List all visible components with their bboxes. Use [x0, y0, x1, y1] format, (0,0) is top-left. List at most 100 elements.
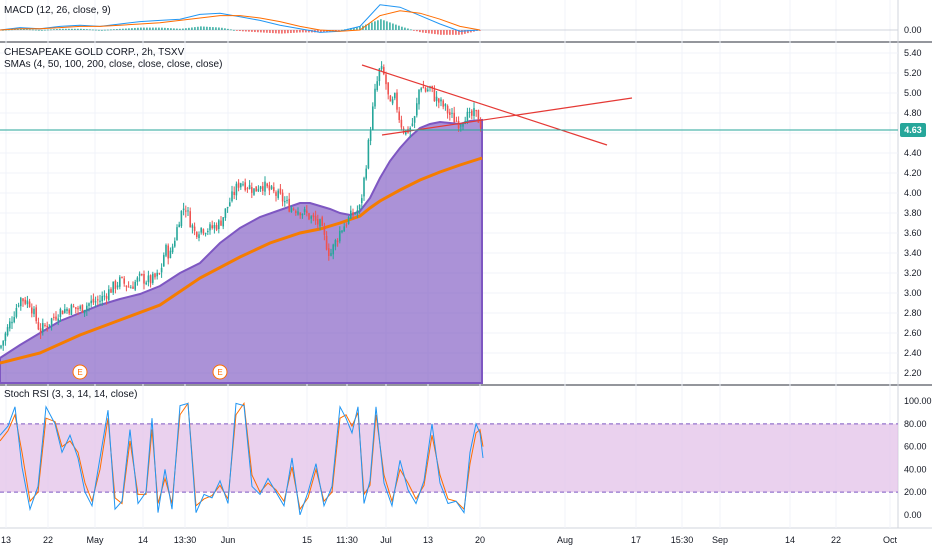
- macd-histogram-bar: [341, 29, 343, 31]
- price-tick-label: 3.60: [904, 228, 922, 238]
- macd-histogram-bar: [275, 30, 277, 34]
- candle-body: [246, 188, 249, 190]
- candle-body: [301, 213, 304, 216]
- macd-histogram-bar: [173, 28, 175, 30]
- macd-histogram-bar: [137, 27, 139, 30]
- candle-body: [152, 273, 154, 283]
- candle-body: [198, 234, 200, 239]
- stoch-rsi-label: Stoch RSI (3, 3, 14, 14, close): [4, 389, 137, 400]
- candle-body: [171, 246, 174, 253]
- macd-histogram-bar: [104, 29, 106, 31]
- candle-body: [94, 301, 97, 303]
- candle-body: [372, 106, 374, 130]
- macd-histogram-bar: [71, 28, 73, 30]
- macd-histogram-bar: [68, 28, 70, 30]
- macd-histogram-bar: [272, 30, 274, 34]
- candle-body: [446, 105, 449, 114]
- candle-body: [202, 229, 205, 234]
- time-tick-label: 20: [475, 535, 485, 545]
- candle-body: [105, 296, 108, 299]
- candle-body: [75, 307, 77, 309]
- candle-body: [68, 309, 70, 314]
- macd-histogram-bar: [443, 30, 445, 35]
- macd-signal-line: [0, 10, 481, 32]
- macd-histogram-bar: [380, 19, 382, 30]
- candle-body: [253, 188, 255, 195]
- candle-body: [444, 103, 447, 107]
- macd-histogram-bar: [374, 21, 376, 30]
- candle-body: [468, 112, 471, 114]
- macd-histogram-bar: [146, 27, 148, 30]
- price-tick-label: 4.20: [904, 168, 922, 178]
- macd-histogram-bar: [416, 30, 418, 32]
- candle-body: [365, 168, 367, 179]
- candle-body: [420, 88, 422, 91]
- candle-body: [266, 183, 268, 187]
- macd-histogram-bar: [149, 27, 151, 30]
- candle-body: [424, 88, 427, 92]
- macd-histogram-bar: [128, 28, 130, 30]
- rsi-tick-label: 60.00: [904, 442, 927, 452]
- candle-body: [314, 216, 317, 221]
- candle-body: [308, 213, 310, 220]
- candle-body: [88, 303, 90, 306]
- macd-histogram-bar: [233, 29, 235, 31]
- macd-histogram-bar: [446, 30, 448, 35]
- macd-histogram-bar: [254, 30, 256, 33]
- candle-body: [158, 273, 161, 275]
- macd-histogram-bar: [296, 30, 298, 33]
- candle-body: [134, 281, 136, 290]
- macd-histogram-bar: [467, 30, 469, 34]
- earnings-marker-icon: [212, 364, 228, 380]
- candle-body: [28, 301, 31, 308]
- candle-body: [268, 185, 271, 191]
- macd-histogram-bar: [53, 29, 55, 31]
- macd-histogram-bar: [83, 28, 85, 30]
- candle-body: [343, 226, 345, 232]
- candle-body: [17, 305, 20, 307]
- candle-body: [156, 272, 158, 277]
- candle-body: [242, 184, 244, 186]
- candle-body: [262, 186, 264, 191]
- macd-histogram-bar: [419, 30, 421, 33]
- candle-body: [180, 210, 183, 227]
- macd-histogram-bar: [353, 27, 355, 30]
- macd-histogram-bar: [464, 30, 466, 34]
- rsi-band: [0, 423, 898, 493]
- macd-histogram-bar: [404, 27, 406, 30]
- candle-body: [215, 224, 218, 230]
- candle-body: [402, 128, 405, 133]
- candle-body: [165, 244, 167, 256]
- macd-histogram-bar: [335, 30, 337, 31]
- macd-histogram-bar: [389, 22, 391, 30]
- macd-histogram-bar: [281, 30, 283, 34]
- candle-body: [299, 212, 301, 216]
- candle-body: [160, 267, 163, 273]
- candle-body: [400, 119, 403, 128]
- macd-histogram-bar: [320, 30, 322, 33]
- candle-body: [416, 103, 418, 116]
- stoch-rsi-pane[interactable]: [0, 401, 898, 516]
- candle-body: [277, 190, 279, 198]
- candle-body: [385, 74, 387, 85]
- macd-histogram-bar: [425, 30, 427, 33]
- candle-body: [2, 340, 4, 346]
- macd-histogram-bar: [284, 30, 286, 34]
- macd-histogram-bar: [365, 24, 367, 30]
- candle-body: [433, 89, 436, 102]
- macd-pane[interactable]: [0, 4, 898, 35]
- candle-body: [270, 186, 273, 189]
- candle-body: [39, 328, 42, 334]
- rsi-tick-label: 20.00: [904, 487, 927, 497]
- candle-body: [374, 88, 376, 107]
- macd-histogram-bar: [194, 27, 196, 30]
- macd-histogram-bar: [359, 26, 361, 30]
- macd-histogram-bar: [50, 29, 52, 31]
- macd-histogram-bar: [401, 26, 403, 30]
- macd-histogram-bar: [221, 27, 223, 30]
- candle-body: [286, 199, 288, 201]
- candle-body: [323, 226, 326, 235]
- macd-histogram-bar: [377, 20, 379, 30]
